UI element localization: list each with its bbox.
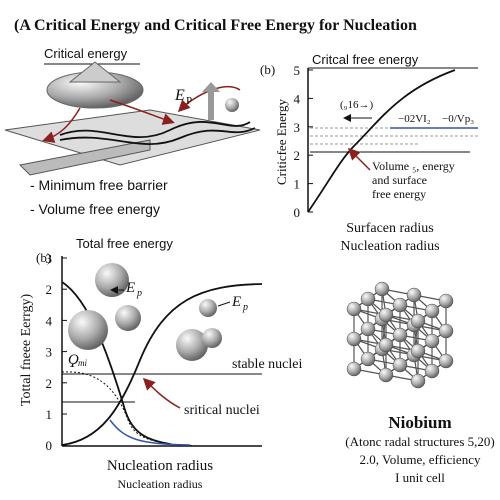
atom — [424, 363, 440, 379]
panel-label: Critical energy — [44, 46, 128, 61]
y-tick-label: 5 — [294, 63, 301, 78]
atom — [406, 287, 422, 303]
y-tick-label: 2 — [46, 282, 53, 297]
y-tick-label: 2 — [46, 376, 53, 391]
phi-symbol: Ϙ — [68, 352, 79, 368]
critical-label: sritical nuclei — [184, 403, 260, 418]
up-arrow — [202, 82, 220, 120]
atom — [374, 281, 390, 297]
plate — [18, 139, 151, 176]
arrow-note: Volume ₅, energy — [372, 159, 455, 173]
arrow — [142, 377, 181, 409]
caption: (Atonc radal structures 5,20) — [345, 434, 494, 449]
stable-label: stable nuclei — [232, 357, 302, 372]
panel-title: Total free energy — [76, 236, 173, 251]
y-tick-label: 4 — [294, 91, 301, 106]
figure-title: (A Critical Energy and Critical Free Ene… — [14, 17, 417, 34]
caption: I unit cell — [395, 470, 445, 485]
bracket-label: (₉16→) — [340, 99, 373, 111]
atom — [346, 361, 362, 377]
x-axis-label: Nucleation radius — [340, 239, 439, 254]
ep-symbol: E — [125, 280, 135, 296]
atom — [424, 333, 440, 349]
atom — [392, 297, 408, 313]
atom — [378, 307, 394, 323]
sphere — [225, 98, 239, 112]
atom — [438, 293, 454, 309]
atom — [346, 331, 362, 347]
arrow-note: and surface — [372, 173, 427, 187]
energy-symbol: E — [174, 87, 185, 104]
atom — [438, 323, 454, 339]
y-tick-label: 3 — [46, 251, 53, 266]
x-axis-label: Nucleation radius — [107, 458, 213, 474]
y-tick-label: 1 — [46, 407, 53, 422]
ep-subscript: p — [242, 302, 248, 313]
ep-subscript: p — [136, 288, 142, 299]
decreasing-curve — [61, 281, 171, 445]
sphere — [199, 299, 217, 317]
bullet: - Volume free energy — [30, 201, 160, 217]
atom — [360, 351, 376, 367]
term: −0/Vp₃ — [442, 113, 474, 125]
y-tick-label: 3 — [46, 345, 53, 360]
y-tick-label: 0 — [294, 205, 301, 220]
atom — [424, 303, 440, 319]
leader — [217, 301, 231, 307]
atom — [392, 357, 408, 373]
bullet: - Minimum free barrier — [30, 177, 168, 193]
atom — [346, 301, 362, 317]
caption: 2.0, Volume, efficiency — [360, 452, 481, 467]
atom — [378, 367, 394, 383]
element-name: Niobium — [388, 413, 451, 432]
panel-b-top: (b) Critcal free energy Criticfee Energy… — [260, 52, 478, 254]
y-tick-label: 2 — [294, 148, 301, 163]
sphere — [95, 263, 129, 297]
y-tick-label: 4 — [46, 313, 53, 328]
y-axis-label: Tottal fneee Eerrgy) — [19, 294, 34, 407]
y-axis-label: Criticfee Energy — [274, 98, 289, 185]
arrow — [109, 99, 175, 125]
panel-b-bottom: (b) Total free energy Tottal fneee Eerrg… — [19, 236, 302, 491]
sphere — [115, 305, 141, 331]
surface-curve — [59, 121, 251, 139]
ep-symbol: E — [231, 294, 241, 310]
panel-label: (b) — [36, 250, 51, 265]
y-tick-label: 3 — [294, 120, 301, 135]
x-axis-label: Nucleation radius — [118, 477, 203, 491]
atom — [410, 343, 426, 359]
arrow-note: free energy — [372, 187, 426, 201]
arrow — [347, 147, 371, 171]
atom — [438, 353, 454, 369]
panel-label: (b) — [260, 62, 275, 77]
term: −02VI₂ — [398, 113, 431, 125]
energy-subscript: P — [186, 95, 192, 107]
y-tick-label: 1 — [294, 177, 301, 192]
blue-curve — [109, 419, 191, 446]
atom — [378, 337, 394, 353]
atom — [410, 373, 426, 389]
increasing-curve — [61, 283, 263, 446]
curve — [307, 69, 456, 213]
cone-top — [68, 61, 122, 83]
atom — [360, 291, 376, 307]
niobium-cell: Niobium (Atonc radal structures 5,20) 2.… — [345, 281, 495, 485]
sphere — [68, 310, 108, 350]
sphere — [202, 328, 222, 348]
panel-a: Critical energy E P - Minimum free barri… — [4, 46, 261, 217]
panel-title: Critcal free energy — [312, 52, 419, 67]
phi-subscript: mi — [78, 358, 87, 368]
sphere — [176, 329, 208, 361]
surface-curve — [59, 127, 256, 145]
arrow — [42, 107, 81, 143]
atom — [392, 327, 408, 343]
atom — [410, 313, 426, 329]
x-axis-label: Surfacen radius — [346, 221, 433, 236]
atom — [360, 321, 376, 337]
y-tick-label: 0 — [46, 438, 53, 453]
